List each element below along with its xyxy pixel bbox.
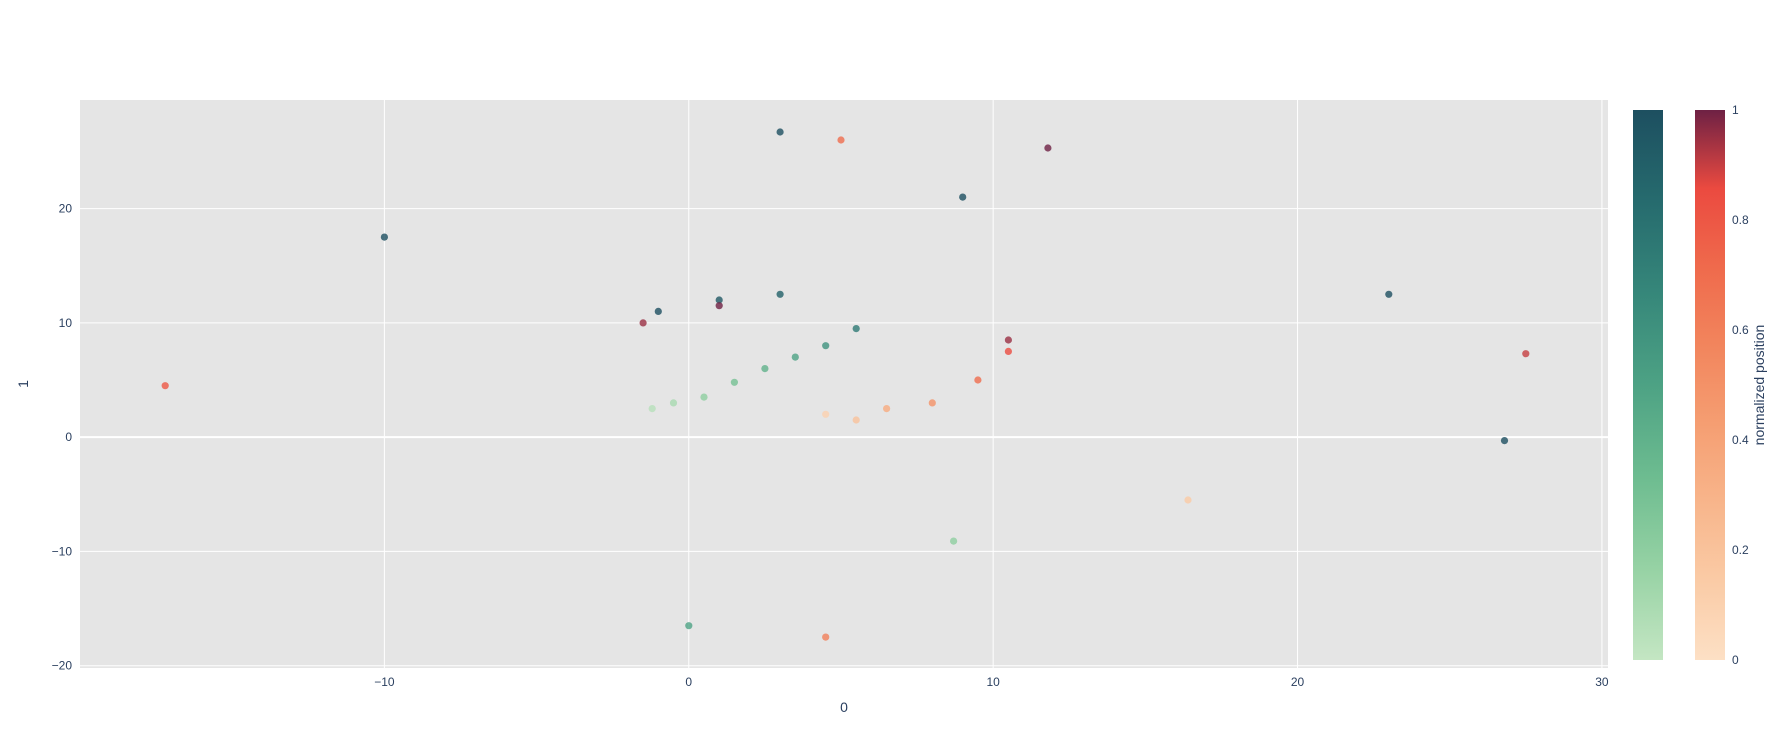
colorbar-green	[1633, 110, 1663, 660]
plot-background	[80, 100, 1608, 668]
x-tick-label: −10	[374, 675, 395, 689]
x-axis-title: 0	[840, 699, 848, 715]
scatter-point	[950, 537, 958, 545]
colorbar-tick-label: 0.6	[1732, 323, 1749, 337]
x-tick-label: 10	[986, 675, 1000, 689]
colorbar-tick-label: 1	[1732, 103, 1739, 117]
scatter-point	[791, 353, 799, 361]
scatter-point	[730, 378, 739, 386]
scatter-point	[654, 307, 662, 315]
scatter-point	[685, 622, 693, 630]
scatter-point	[161, 382, 169, 390]
scatter-point	[639, 319, 647, 327]
x-tick-label: 20	[1291, 675, 1305, 689]
scatter-point	[822, 342, 830, 350]
colorbar-title: normalized position	[1751, 325, 1767, 446]
colorbar-red	[1695, 110, 1725, 660]
scatter-point	[648, 405, 656, 413]
y-tick-label: 10	[59, 316, 73, 330]
colorbar-tick-label: 0.8	[1732, 213, 1749, 227]
scatter-point	[822, 410, 830, 418]
tick-labels: −10 0 10 20 30 −20 −10 0 10 20	[52, 202, 1609, 689]
scatter-point	[715, 296, 723, 304]
x-tick-label: 30	[1595, 675, 1609, 689]
grid-layer	[80, 100, 1608, 668]
scatter-point	[883, 405, 891, 413]
colorbar-tick-label: 0.2	[1732, 543, 1749, 557]
scatter-point	[1044, 144, 1052, 152]
scatter-point	[822, 633, 830, 641]
scatter-point	[669, 399, 678, 407]
scatter-point	[700, 393, 708, 401]
colorbar-tick-label: 0	[1732, 653, 1739, 667]
scatter-point	[1004, 336, 1013, 344]
scatter-point	[761, 365, 769, 373]
scatter-point	[959, 193, 967, 201]
scatter-point	[852, 416, 860, 424]
scatter-point	[928, 399, 936, 407]
colorbar-ticks: 0 0.2 0.4 0.6 0.8 1	[1732, 103, 1749, 667]
scatter-point	[1522, 350, 1530, 358]
scatter-point	[715, 302, 723, 310]
scatter-point	[1500, 437, 1509, 445]
scatter-point	[974, 376, 982, 384]
scatter-point	[380, 233, 388, 241]
scatter-point	[1004, 347, 1013, 355]
y-tick-label: 0	[65, 430, 72, 444]
scatter-point	[1385, 290, 1393, 298]
y-tick-label: 20	[59, 202, 73, 216]
x-tick-label: 0	[685, 675, 692, 689]
y-tick-label: −20	[52, 659, 73, 673]
y-axis-title: 1	[15, 380, 31, 388]
scatter-point	[1184, 496, 1192, 504]
scatter-point	[776, 128, 784, 136]
scatter-point	[776, 290, 784, 298]
scatter-point	[852, 325, 860, 333]
points-layer	[161, 128, 1530, 641]
scatter-point	[837, 136, 845, 144]
y-tick-label: −10	[52, 544, 73, 558]
colorbar-tick-label: 0.4	[1732, 433, 1749, 447]
